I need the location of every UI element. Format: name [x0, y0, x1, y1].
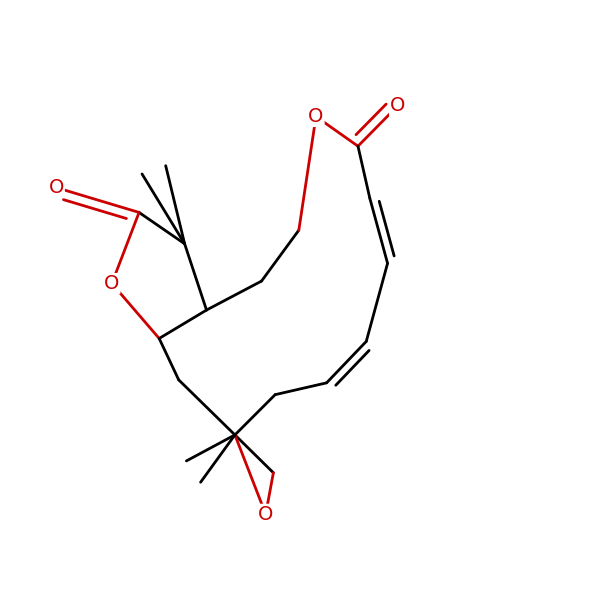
- Text: O: O: [390, 97, 406, 115]
- Text: O: O: [104, 274, 119, 293]
- Text: O: O: [308, 107, 323, 126]
- Text: O: O: [258, 505, 274, 524]
- Text: O: O: [49, 178, 64, 197]
